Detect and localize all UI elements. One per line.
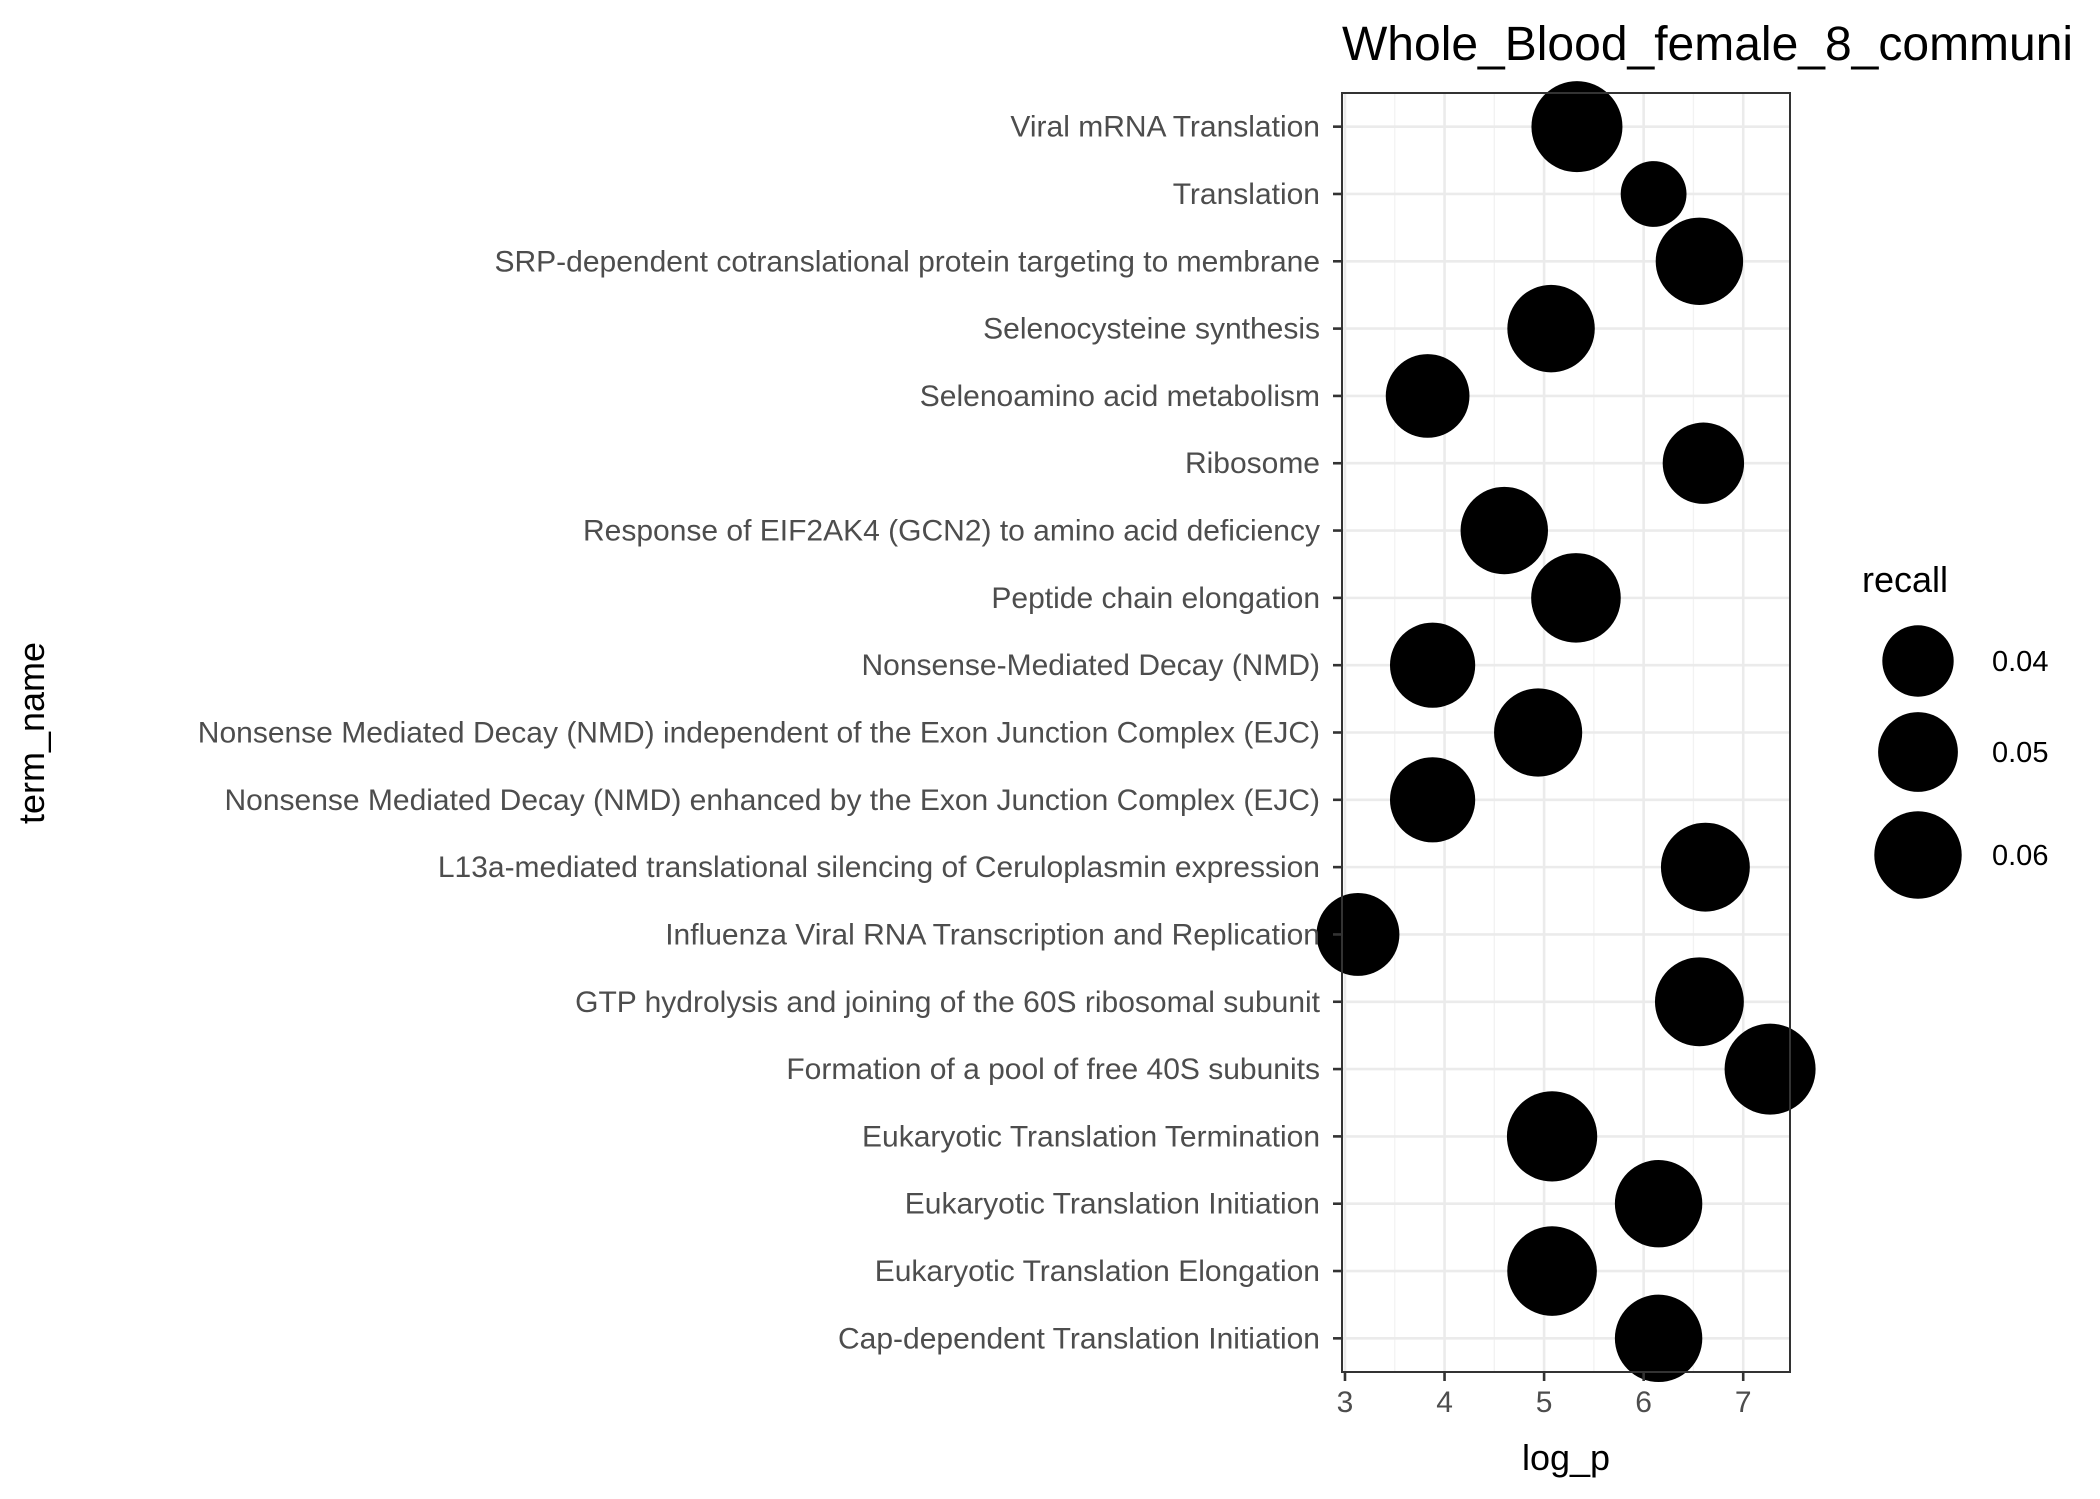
x-tick-label: 4 — [1436, 1386, 1453, 1419]
x-tick-label: 7 — [1735, 1386, 1752, 1419]
data-point — [1531, 553, 1621, 643]
x-tick-label: 5 — [1536, 1386, 1553, 1419]
legend-label: 0.04 — [1992, 646, 2048, 678]
y-tick-label: Influenza Viral RNA Transcription and Re… — [665, 918, 1320, 951]
y-tick-label: Nonsense-Mediated Decay (NMD) — [862, 649, 1321, 682]
y-tick-label: L13a-mediated translational silencing of… — [438, 851, 1320, 884]
y-tick-label: SRP-dependent cotranslational protein ta… — [495, 245, 1321, 278]
data-point — [1724, 1023, 1816, 1115]
legend-key-circle — [1878, 712, 1958, 792]
x-axis: 3 4 5 6 7 — [1337, 1372, 1752, 1419]
chart-title: Whole_Blood_female_8_communi — [1342, 18, 2073, 71]
legend-label: 0.05 — [1992, 737, 2048, 769]
y-tick-label: Viral mRNA Translation — [1010, 111, 1320, 144]
data-point — [1389, 757, 1476, 843]
y-tick-label: Cap-dependent Translation Initiation — [838, 1322, 1320, 1355]
data-point — [1506, 1091, 1598, 1182]
data-point — [1614, 1159, 1703, 1248]
y-axis-title: term_name — [11, 642, 52, 824]
y-tick-label: Nonsense Mediated Decay (NMD) enhanced b… — [224, 784, 1320, 817]
y-tick-label: Selenocysteine synthesis — [983, 313, 1320, 346]
y-tick-label: Peptide chain elongation — [991, 582, 1320, 615]
y-tick-label: Ribosome — [1185, 447, 1320, 480]
y-tick-label: Nonsense Mediated Decay (NMD) independen… — [198, 717, 1320, 750]
y-tick-label: Eukaryotic Translation Termination — [862, 1120, 1320, 1153]
data-point — [1316, 892, 1400, 976]
x-tick-label: 6 — [1635, 1386, 1652, 1419]
data-point — [1620, 161, 1687, 227]
y-axis: Viral mRNA Translation Translation SRP-dep… — [198, 111, 1342, 1355]
data-point — [1507, 284, 1595, 373]
y-tick-label: Eukaryotic Translation Initiation — [905, 1188, 1320, 1221]
data-point — [1531, 81, 1623, 173]
data-point — [1385, 354, 1470, 438]
data-point — [1460, 486, 1548, 575]
data-point — [1389, 622, 1476, 708]
x-axis-title: log_p — [1522, 1437, 1610, 1478]
legend-key-circle — [1874, 811, 1962, 899]
legend-key-circle — [1882, 625, 1954, 697]
data-point — [1655, 217, 1744, 306]
data-point — [1494, 688, 1583, 777]
data-point — [1614, 1294, 1703, 1383]
y-tick-label: GTP hydrolysis and joining of the 60S ri… — [575, 986, 1321, 1019]
data-point — [1507, 1226, 1597, 1316]
legend-label: 0.06 — [1992, 840, 2048, 872]
data-points — [1316, 81, 1816, 1383]
y-tick-label: Response of EIF2AK4 (GCN2) to amino acid… — [583, 515, 1320, 548]
y-tick-label: Selenoamino acid metabolism — [920, 380, 1320, 413]
legend-title: recall — [1862, 559, 1948, 600]
y-tick-label: Eukaryotic Translation Elongation — [875, 1255, 1320, 1288]
data-point — [1662, 422, 1745, 504]
data-point — [1654, 957, 1744, 1047]
y-tick-label: Translation — [1173, 178, 1320, 211]
size-legend: recall 0.04 0.05 0.06 — [1862, 559, 2048, 899]
x-tick-label: 3 — [1337, 1386, 1354, 1419]
data-point — [1660, 822, 1750, 912]
y-tick-label: Formation of a pool of free 40S subunits — [786, 1053, 1320, 1086]
